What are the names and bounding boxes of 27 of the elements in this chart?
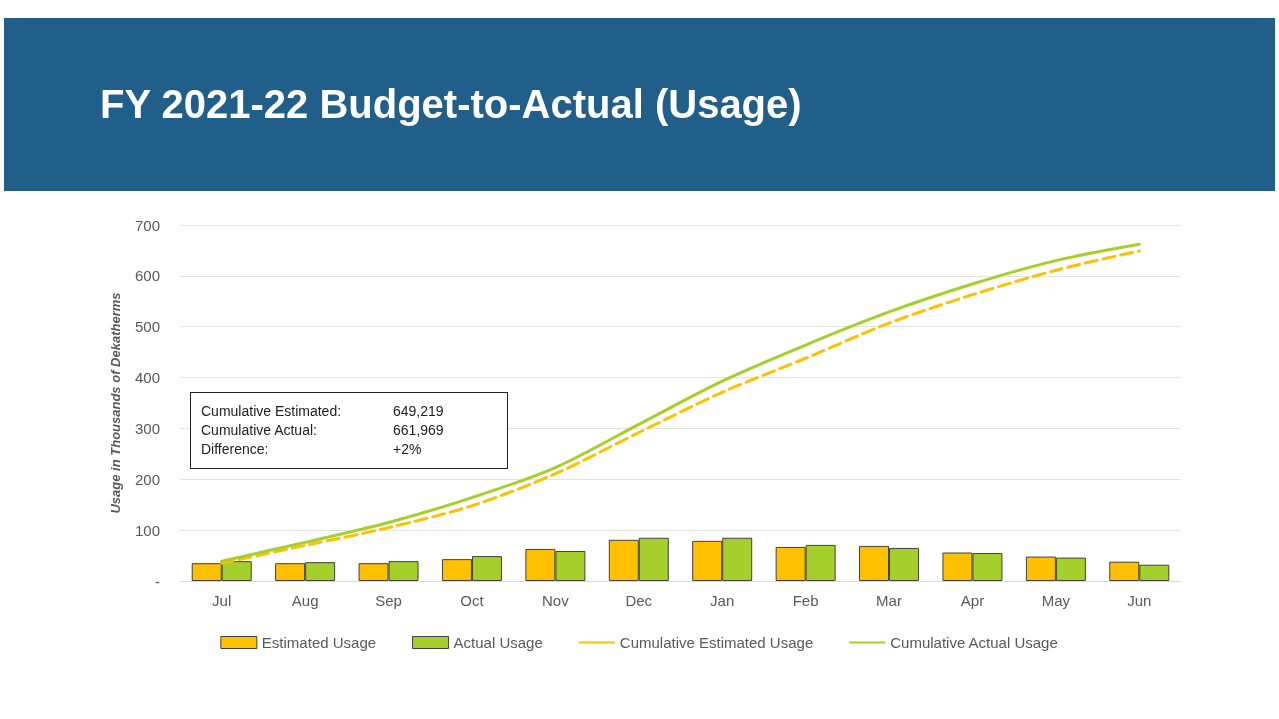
legend-label: Cumulative Estimated Usage — [619, 634, 814, 651]
x-tick-label: Jun — [1127, 592, 1152, 609]
x-tick-label: May — [1041, 592, 1071, 609]
y-tick-label: - — [155, 572, 160, 590]
y-tick-label: 300 — [134, 419, 160, 437]
x-tick-label: Dec — [625, 592, 653, 609]
x-tick-label: Aug — [291, 592, 319, 609]
y-tick-label: 400 — [134, 369, 160, 387]
legend-label: Cumulative Actual Usage — [890, 634, 1058, 651]
y-tick-label: 500 — [134, 318, 160, 336]
y-axis-title: Usage in Thousands of Dekatherms — [108, 292, 123, 514]
x-tick-label: Feb — [792, 592, 819, 609]
x-tick-label: Oct — [460, 592, 485, 609]
x-tick-label: Mar — [876, 592, 902, 609]
x-tick-label: Jul — [212, 592, 232, 609]
legend-label: Actual Usage — [453, 634, 543, 651]
note-box: Cumulative Estimated: 649,219 Cumulative Actual: 661,969 Difference: +2% — [190, 392, 508, 469]
y-tick-label: 600 — [134, 267, 160, 285]
x-tick-label: Nov — [542, 592, 570, 609]
x-tick-label: Apr — [960, 592, 985, 609]
y-tick-label: 700 — [134, 216, 160, 234]
chart-title: FY 2021-22 Budget-to-Actual (Usage) — [100, 82, 802, 127]
legend-label: Estimated Usage — [261, 634, 377, 651]
x-tick-label: Jan — [710, 592, 735, 609]
x-tick-label: Sep — [375, 592, 402, 609]
y-tick-label: 100 — [134, 521, 160, 539]
y-tick-label: 200 — [134, 470, 160, 488]
